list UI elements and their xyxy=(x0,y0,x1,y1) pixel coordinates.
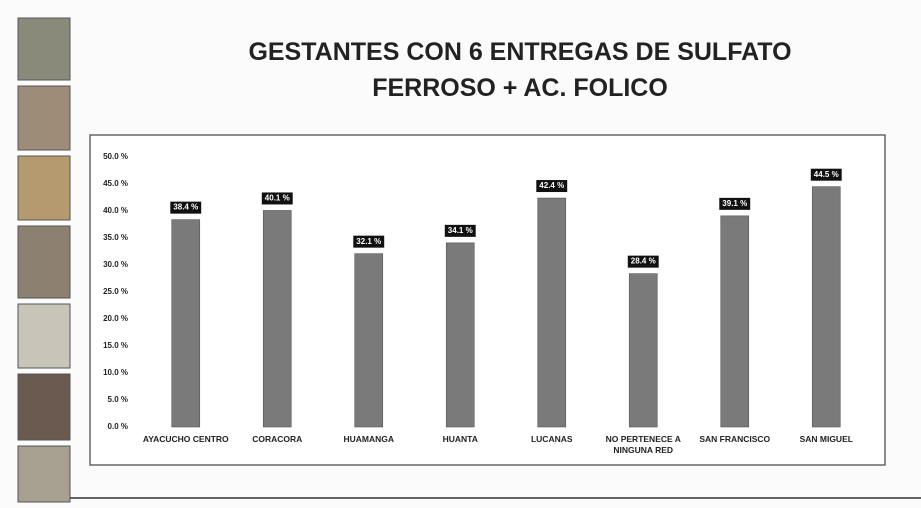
photo xyxy=(18,86,70,150)
value-label: 34.1 % xyxy=(448,226,473,235)
value-label: 32.1 % xyxy=(356,237,381,246)
y-tick-label: 45.0 % xyxy=(103,179,128,188)
bar xyxy=(812,187,840,427)
x-tick-label: HUAMANGA xyxy=(326,434,412,445)
bar xyxy=(263,210,291,427)
bar xyxy=(538,198,566,427)
bar xyxy=(446,243,474,427)
chart-title: GESTANTES CON 6 ENTREGAS DE SULFATO FERR… xyxy=(200,34,840,106)
x-tick-label: NO PERTENECE A NINGUNA RED xyxy=(600,434,686,456)
y-tick-label: 20.0 % xyxy=(103,314,128,323)
bar xyxy=(172,220,200,427)
y-tick-label: 10.0 % xyxy=(103,368,128,377)
value-label: 42.4 % xyxy=(539,181,564,190)
y-tick-label: 25.0 % xyxy=(103,287,128,296)
photo xyxy=(18,304,70,368)
bar xyxy=(629,274,657,427)
y-tick-label: 5.0 % xyxy=(108,395,128,404)
value-label: 40.1 % xyxy=(265,194,290,203)
x-tick-label: SAN MIGUEL xyxy=(783,434,869,445)
value-label: 28.4 % xyxy=(631,257,656,266)
slide: 0.0 % 5.0 % 10.0 % 15.0 % 20.0 % 25.0 % 30.0 %… xyxy=(0,0,921,508)
x-tick-label: SAN FRANCISCO xyxy=(692,434,778,445)
photo xyxy=(18,374,70,440)
value-label: 39.1 % xyxy=(722,199,747,208)
x-tick-label: LUCANAS xyxy=(509,434,595,445)
x-tick-label: HUANTA xyxy=(417,434,503,445)
x-tick-label: AYACUCHO CENTRO xyxy=(143,434,229,445)
photo xyxy=(18,446,70,502)
y-tick-label: 40.0 % xyxy=(103,206,128,215)
y-tick-label: 35.0 % xyxy=(103,233,128,242)
y-tick-label: 0.0 % xyxy=(108,422,128,431)
bar xyxy=(721,216,749,427)
value-label: 38.4 % xyxy=(173,203,198,212)
y-tick-label: 50.0 % xyxy=(103,152,128,161)
photo xyxy=(18,156,70,220)
photo-strip xyxy=(18,18,70,502)
y-tick-label: 30.0 % xyxy=(103,260,128,269)
bar xyxy=(355,254,383,427)
chart-frame xyxy=(90,135,885,465)
x-tick-label: CORACORA xyxy=(234,434,320,445)
y-tick-label: 15.0 % xyxy=(103,341,128,350)
value-label: 44.5 % xyxy=(814,170,839,179)
photo xyxy=(18,226,70,298)
photo xyxy=(18,18,70,80)
